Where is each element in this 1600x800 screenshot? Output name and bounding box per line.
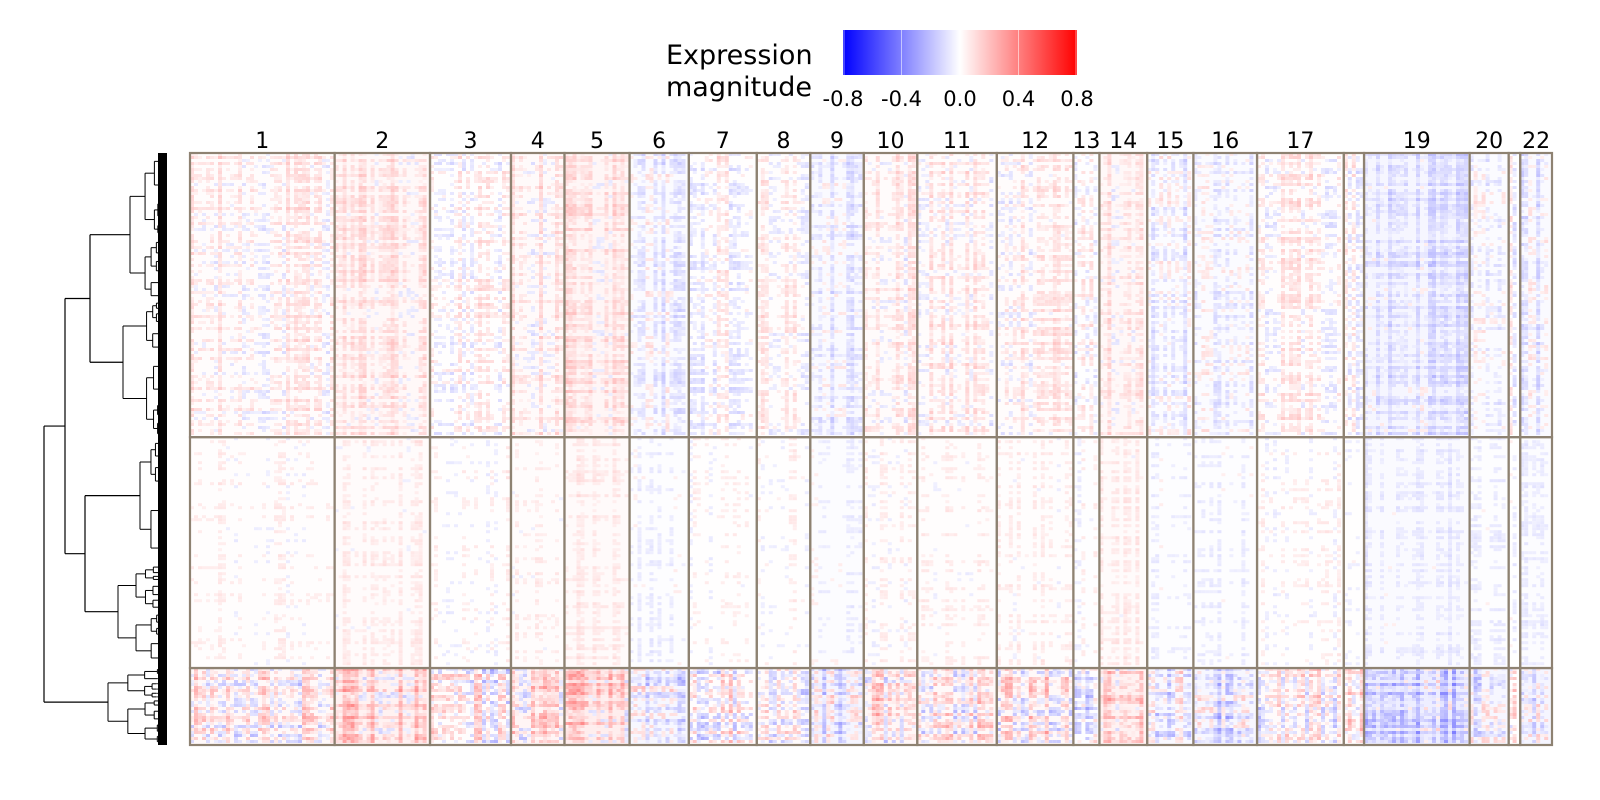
heatmap-block: [1257, 153, 1344, 437]
heatmap-block: [1470, 153, 1509, 437]
heatmap-block: [810, 437, 863, 668]
heatmap-block: [917, 153, 997, 437]
heatmap-block: [757, 668, 810, 745]
heatmap-block: [864, 437, 917, 668]
heatmap-block: [997, 153, 1074, 437]
heatmap-block: [1364, 153, 1470, 437]
heatmap-block: [689, 668, 757, 745]
heatmap-block: [1509, 437, 1521, 668]
heatmap-block: [430, 437, 511, 668]
heatmap-block: [1147, 668, 1193, 745]
heatmap-block: [1364, 668, 1470, 745]
heatmap-block: [1147, 153, 1193, 437]
heatmap-block: [1509, 668, 1521, 745]
heatmap-block: [430, 153, 511, 437]
heatmap-block: [1257, 437, 1344, 668]
heatmap-block: [511, 668, 564, 745]
heatmap-block: [1147, 437, 1193, 668]
heatmap-block: [1520, 153, 1552, 437]
heatmap-block: [1257, 668, 1344, 745]
heatmap-block: [190, 668, 335, 745]
heatmap-block: [630, 668, 689, 745]
row-dendrogram: [44, 153, 167, 745]
heatmap-block: [1470, 668, 1509, 745]
heatmap-block: [757, 153, 810, 437]
heatmap-block: [997, 668, 1074, 745]
heatmap-cells: [190, 153, 1552, 745]
heatmap-block: [335, 153, 430, 437]
heatmap-block: [1520, 437, 1552, 668]
heatmap-block: [511, 437, 564, 668]
heatmap-block: [564, 668, 629, 745]
heatmap-block: [511, 153, 564, 437]
heatmap-block: [810, 668, 863, 745]
heatmap-block: [1193, 153, 1257, 437]
heatmap-block: [190, 437, 335, 668]
heatmap-block: [1099, 153, 1147, 437]
heatmap-block: [1344, 153, 1364, 437]
heatmap-block: [1099, 668, 1147, 745]
heatmap-block: [1099, 437, 1147, 668]
heatmap-block: [630, 437, 689, 668]
heatmap-block: [1344, 437, 1364, 668]
heatmap-block: [564, 437, 629, 668]
heatmap-block: [1073, 153, 1099, 437]
heatmap-block: [997, 437, 1074, 668]
heatmap-block: [1470, 437, 1509, 668]
heatmap-block: [1520, 668, 1552, 745]
heatmap-block: [335, 437, 430, 668]
heatmap-block: [190, 153, 335, 437]
heatmap-block: [1193, 437, 1257, 668]
heatmap-block: [864, 668, 917, 745]
heatmap-block: [1073, 668, 1099, 745]
heatmap-block: [689, 153, 757, 437]
heatmap-block: [1344, 668, 1364, 745]
heatmap-block: [430, 668, 511, 745]
heatmap-block: [917, 437, 997, 668]
heatmap-block: [917, 668, 997, 745]
heatmap-block: [689, 437, 757, 668]
heatmap-block: [1509, 153, 1521, 437]
heatmap-block: [564, 153, 629, 437]
heatmap-block: [864, 153, 917, 437]
heatmap-block: [1364, 437, 1470, 668]
heatmap-block: [757, 437, 810, 668]
heatmap-block: [810, 153, 863, 437]
heatmap-block: [1193, 668, 1257, 745]
heatmap-block: [630, 153, 689, 437]
heatmap-block: [335, 668, 430, 745]
heatmap-block: [1073, 437, 1099, 668]
